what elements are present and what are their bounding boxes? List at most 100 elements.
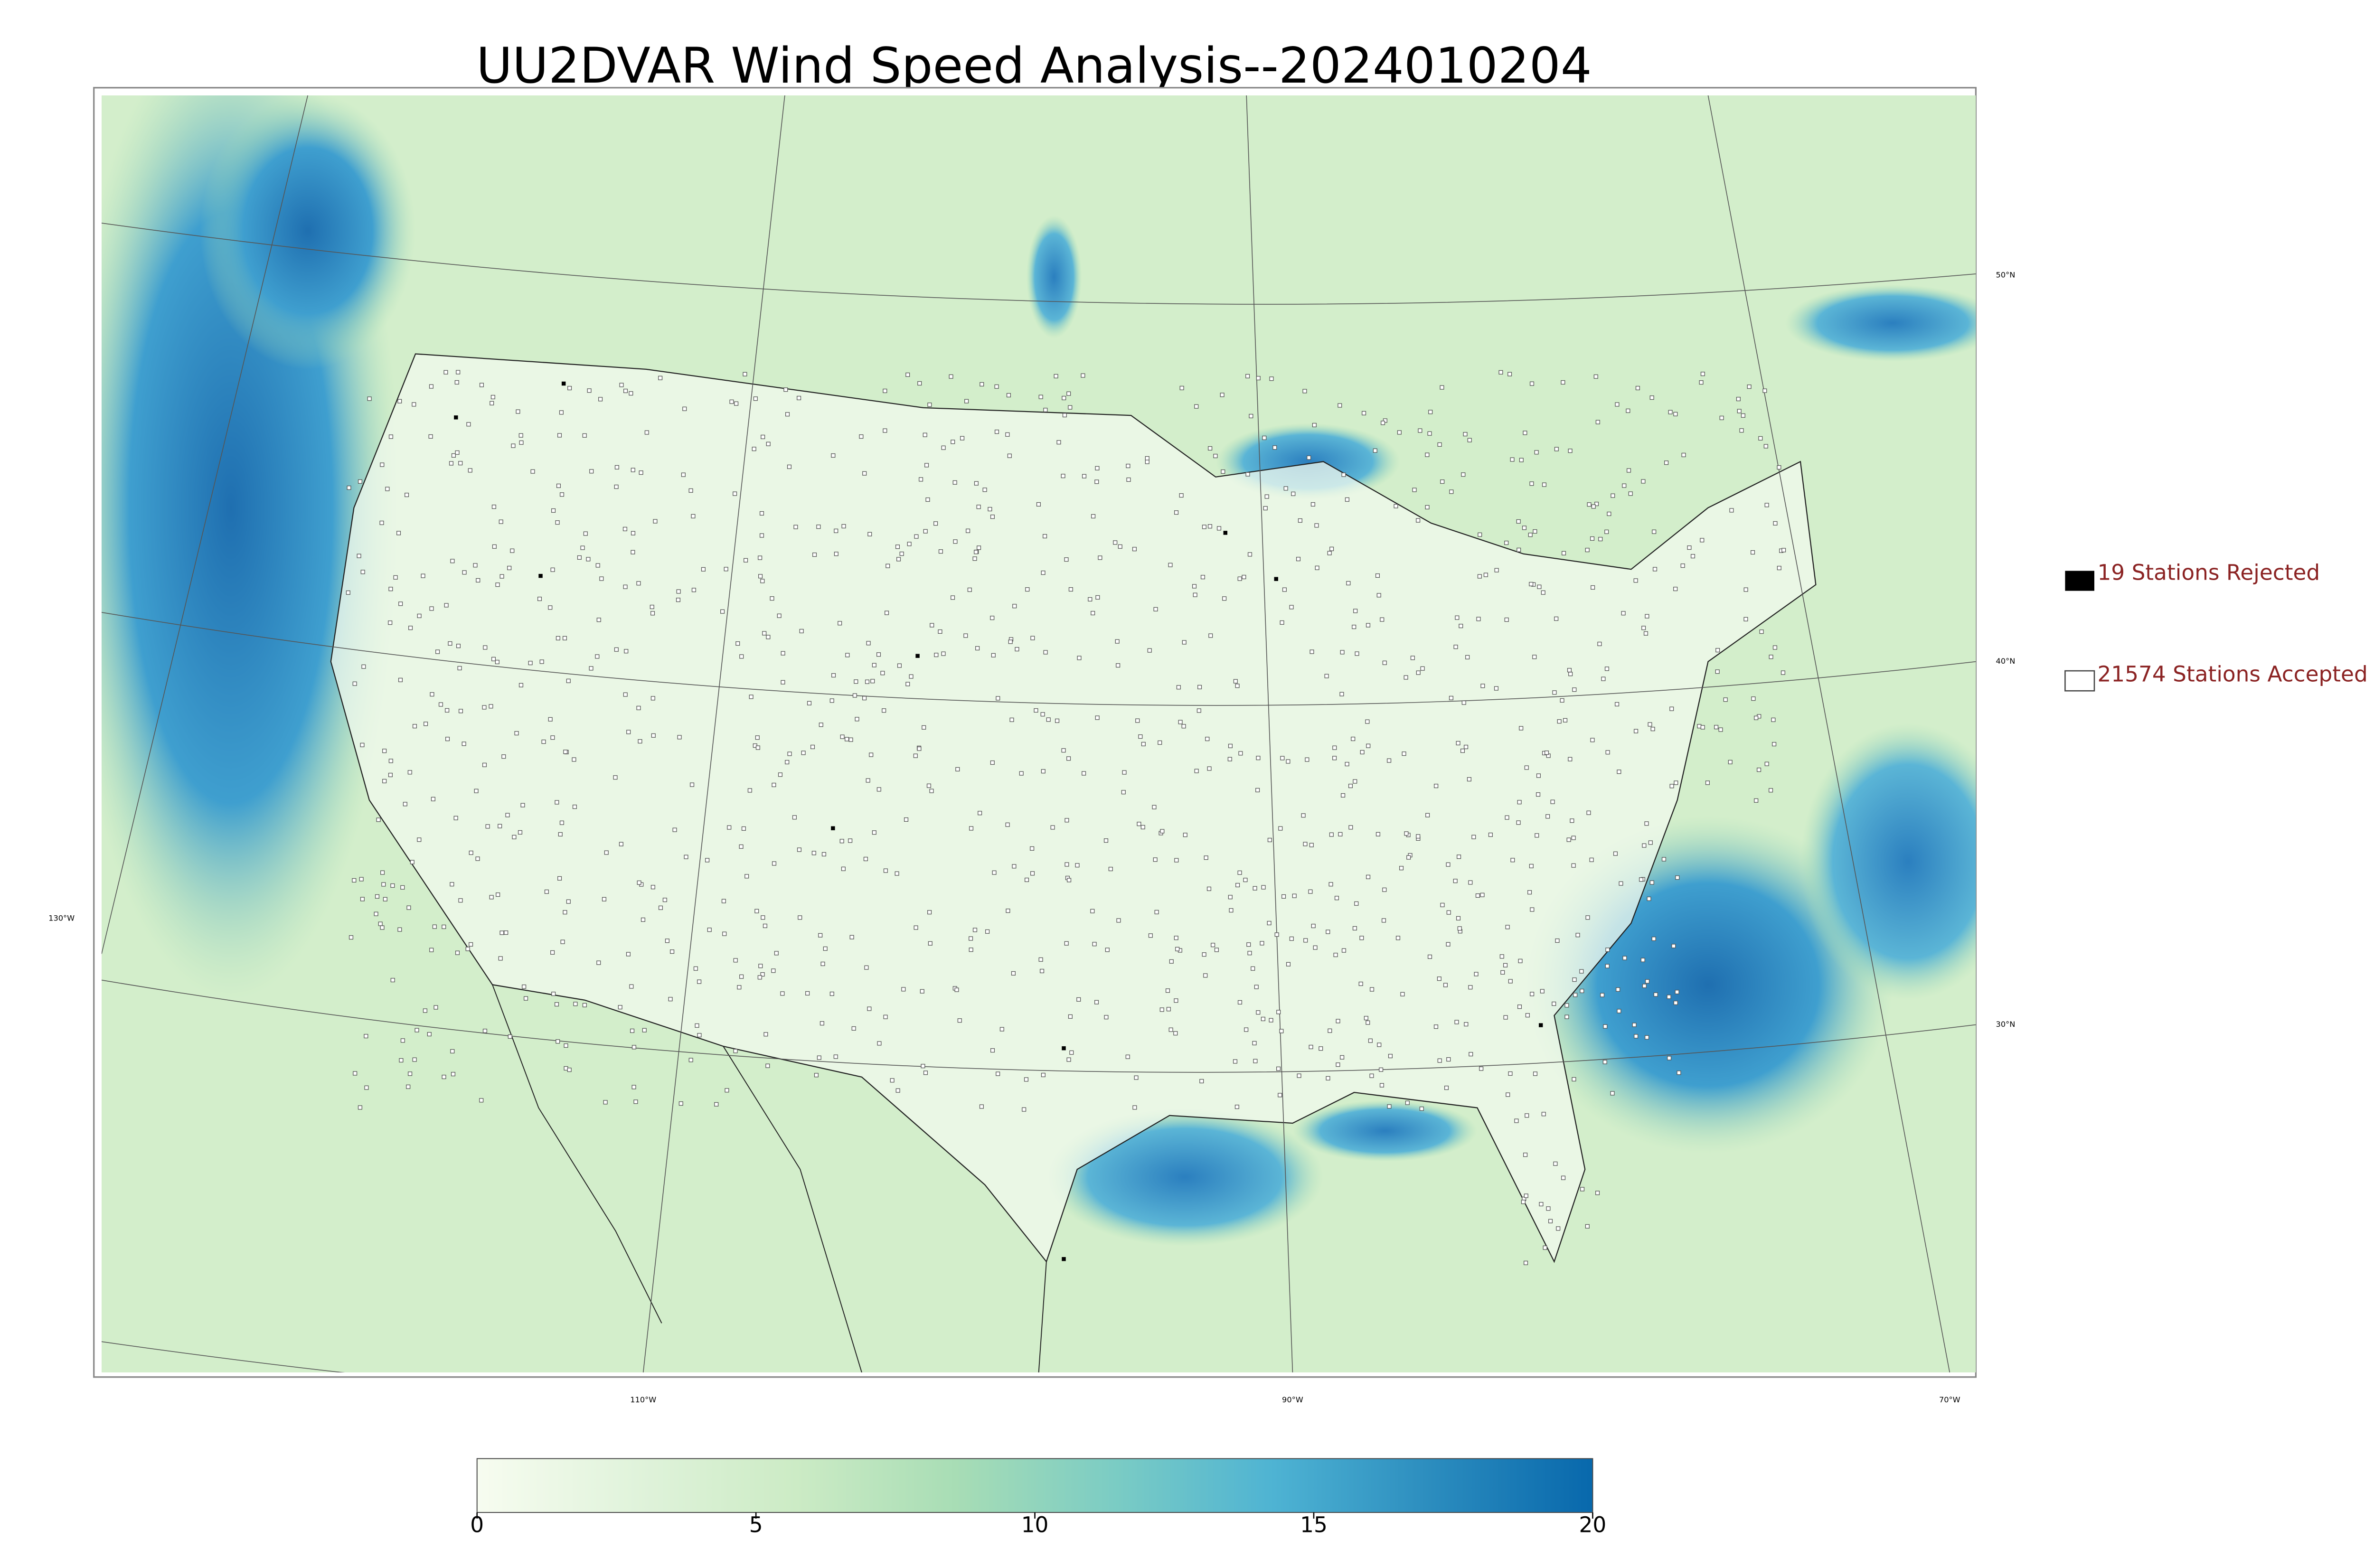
station-marker — [479, 383, 484, 387]
station-marker — [618, 1005, 622, 1010]
station-marker — [1324, 674, 1329, 678]
station-marker — [557, 876, 562, 881]
station-marker — [855, 717, 859, 722]
station-marker — [507, 565, 512, 571]
station-marker — [1276, 1010, 1281, 1014]
station-marker — [1379, 1083, 1384, 1088]
station-marker — [845, 653, 850, 657]
station-marker — [1339, 692, 1344, 696]
station-marker — [1603, 1024, 1608, 1029]
parallel — [101, 223, 1976, 305]
station-marker — [399, 1058, 404, 1063]
station-marker — [814, 1073, 819, 1078]
station-marker — [845, 737, 849, 742]
station-marker — [400, 885, 405, 890]
station-marker — [379, 520, 384, 525]
station-marker — [1345, 497, 1349, 502]
station-marker — [388, 772, 393, 778]
station-marker — [566, 678, 571, 683]
station-marker — [1673, 1000, 1678, 1005]
station-marker — [412, 1057, 417, 1062]
station-marker — [1245, 472, 1250, 477]
station-marker — [1404, 675, 1408, 680]
station-marker — [1095, 466, 1100, 470]
station-marker — [864, 965, 869, 970]
station-marker — [1545, 814, 1550, 819]
station-marker — [938, 629, 942, 634]
station-marker — [1464, 1022, 1469, 1027]
station-marker — [1314, 523, 1319, 528]
station-marker — [1639, 877, 1644, 882]
station-marker — [417, 837, 422, 842]
station-marker — [589, 666, 594, 671]
station-marker — [1478, 532, 1482, 537]
station-marker — [1286, 759, 1291, 764]
station-marker — [1561, 1175, 1566, 1180]
station-marker — [967, 587, 972, 592]
colorbar-scale — [476, 1458, 1593, 1513]
station-marker — [1289, 605, 1294, 610]
station-marker — [1475, 893, 1480, 898]
station-marker — [1615, 402, 1620, 407]
station-marker — [397, 927, 402, 932]
station-marker — [1600, 993, 1605, 997]
station-marker — [1530, 992, 1535, 996]
station-marker — [1483, 573, 1488, 577]
station-marker — [1418, 428, 1423, 433]
station-marker — [1036, 502, 1041, 507]
station-marker — [1328, 1028, 1332, 1033]
station-marker — [1253, 1059, 1258, 1063]
station-marker — [518, 433, 523, 438]
station-marker — [1503, 963, 1508, 967]
station-marker — [1168, 1027, 1173, 1032]
station-marker — [1369, 1073, 1374, 1078]
station-marker — [1261, 885, 1266, 890]
station-marker — [758, 574, 763, 579]
station-marker — [1272, 445, 1277, 450]
station-marker — [1544, 751, 1549, 755]
station-marker — [1488, 832, 1493, 837]
station-marker — [1006, 909, 1010, 913]
station-marker — [421, 573, 425, 578]
station-marker — [432, 924, 437, 929]
station-marker — [820, 961, 825, 966]
station-marker — [1568, 672, 1573, 676]
station-marker — [629, 984, 634, 989]
station-marker — [1541, 590, 1545, 595]
station-marker — [1455, 615, 1460, 620]
station-marker — [777, 613, 782, 618]
station-marker — [522, 984, 527, 989]
station-marker — [489, 704, 493, 709]
station-marker — [462, 570, 467, 575]
station-marker — [390, 883, 395, 888]
station-marker — [1244, 1027, 1249, 1032]
station-marker — [1471, 835, 1476, 839]
station-marker — [1677, 1070, 1681, 1075]
station-marker — [383, 897, 387, 901]
station-marker — [1681, 452, 1686, 457]
station-marker — [559, 410, 564, 415]
station-marker — [848, 838, 853, 843]
station-marker — [1030, 871, 1035, 876]
station-marker — [1281, 894, 1286, 899]
station-marker — [558, 832, 563, 837]
station-marker — [1024, 1077, 1028, 1082]
station-marker — [744, 558, 748, 563]
station-marker — [1237, 576, 1242, 581]
station-marker — [867, 1006, 872, 1011]
station-marker — [1065, 818, 1069, 823]
station-marker — [396, 531, 401, 535]
station-marker — [1680, 563, 1685, 568]
station-marker — [1556, 1226, 1561, 1231]
station-marker — [1743, 617, 1748, 621]
station-marker — [705, 858, 710, 863]
station-marker — [1571, 836, 1576, 840]
station-marker — [458, 898, 463, 903]
station-marker — [512, 835, 517, 839]
station-marker — [1449, 489, 1454, 494]
station-marker — [1494, 568, 1499, 573]
station-marker — [1251, 966, 1255, 971]
station-marker — [927, 403, 932, 407]
station-marker — [1192, 584, 1197, 589]
station-marker — [1066, 1057, 1071, 1062]
